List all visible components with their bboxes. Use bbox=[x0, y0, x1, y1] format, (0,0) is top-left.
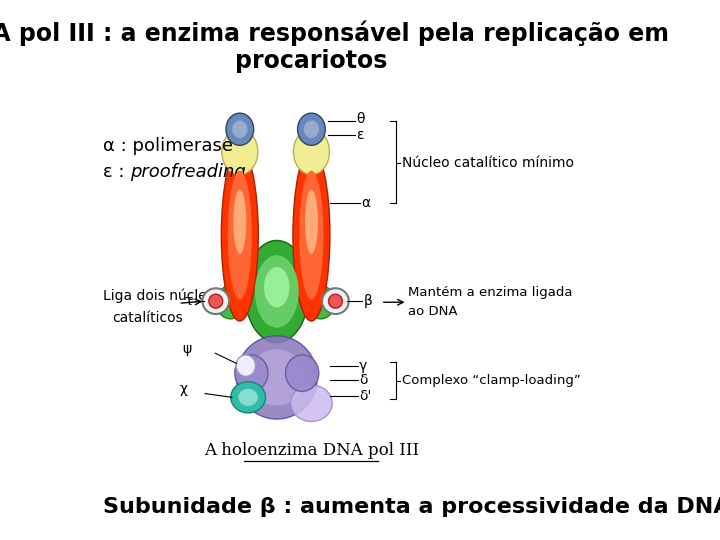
Text: Núcleo catalítico mínimo: Núcleo catalítico mínimo bbox=[402, 156, 574, 170]
Ellipse shape bbox=[222, 129, 258, 174]
Text: Complexo “clamp-loading”: Complexo “clamp-loading” bbox=[402, 374, 580, 387]
Ellipse shape bbox=[236, 355, 256, 376]
Text: τ: τ bbox=[184, 294, 193, 308]
Text: α: α bbox=[361, 196, 371, 210]
Ellipse shape bbox=[238, 389, 258, 406]
Ellipse shape bbox=[328, 294, 343, 308]
Ellipse shape bbox=[221, 149, 258, 321]
Ellipse shape bbox=[228, 171, 252, 300]
Text: χ: χ bbox=[180, 382, 188, 396]
Text: γ: γ bbox=[359, 359, 367, 373]
Text: Liga dois núcleos: Liga dois núcleos bbox=[104, 288, 223, 303]
Ellipse shape bbox=[216, 286, 245, 319]
Text: β: β bbox=[364, 294, 372, 308]
Ellipse shape bbox=[249, 349, 305, 406]
Ellipse shape bbox=[232, 120, 248, 138]
Ellipse shape bbox=[255, 255, 299, 328]
Ellipse shape bbox=[231, 382, 266, 413]
Text: ε: ε bbox=[356, 127, 364, 141]
Text: Subunidade β : aumenta a processividade da DNA pol III: Subunidade β : aumenta a processividade … bbox=[104, 497, 720, 517]
Ellipse shape bbox=[235, 355, 268, 392]
Text: δ: δ bbox=[359, 373, 367, 387]
Ellipse shape bbox=[294, 129, 330, 174]
Text: proofreading: proofreading bbox=[130, 163, 246, 181]
Text: DNA pol III : a enzima responsável pela replicação em
procariotos: DNA pol III : a enzima responsável pela … bbox=[0, 20, 670, 73]
Text: catalíticos: catalíticos bbox=[113, 312, 184, 325]
Text: δ': δ' bbox=[359, 389, 372, 403]
Ellipse shape bbox=[233, 190, 246, 254]
Text: ao DNA: ao DNA bbox=[408, 306, 458, 319]
Text: Mantém a enzima ligada: Mantém a enzima ligada bbox=[408, 286, 573, 299]
Ellipse shape bbox=[304, 120, 319, 138]
Text: ψ: ψ bbox=[182, 342, 192, 356]
Ellipse shape bbox=[293, 149, 330, 321]
Ellipse shape bbox=[209, 294, 222, 308]
Ellipse shape bbox=[297, 113, 325, 145]
Ellipse shape bbox=[202, 288, 229, 314]
Text: ε :: ε : bbox=[104, 163, 131, 181]
Ellipse shape bbox=[286, 355, 319, 392]
Text: A holoenzima DNA pol III: A holoenzima DNA pol III bbox=[204, 442, 419, 459]
Ellipse shape bbox=[300, 171, 323, 300]
Ellipse shape bbox=[236, 336, 318, 419]
Text: α : polimerase: α : polimerase bbox=[104, 138, 233, 156]
Ellipse shape bbox=[322, 288, 349, 314]
Ellipse shape bbox=[226, 113, 253, 145]
Ellipse shape bbox=[305, 190, 318, 254]
Ellipse shape bbox=[306, 286, 335, 319]
Text: θ: θ bbox=[356, 111, 365, 125]
Ellipse shape bbox=[264, 267, 289, 307]
Ellipse shape bbox=[291, 385, 332, 422]
Ellipse shape bbox=[244, 240, 309, 342]
